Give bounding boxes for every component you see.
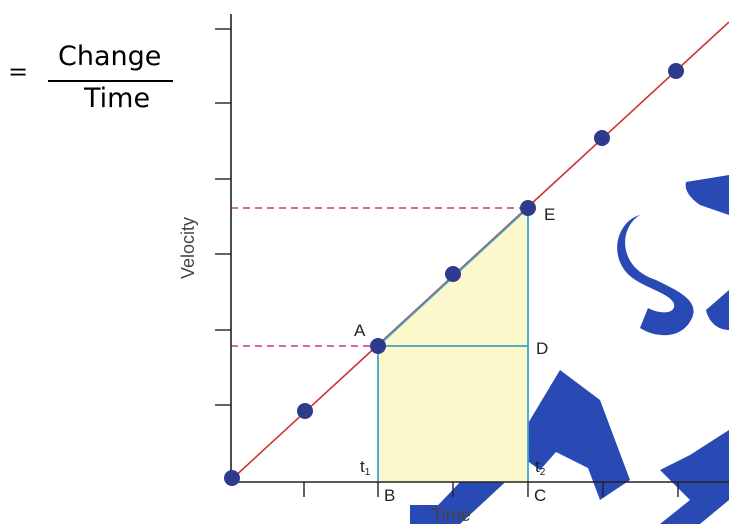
y-ticks: [215, 28, 231, 406]
label-C: C: [534, 486, 546, 505]
shaded-area: [378, 208, 528, 482]
y-axis-title: Velocity: [178, 217, 198, 279]
data-points: [224, 63, 684, 486]
label-B: B: [384, 486, 395, 505]
dashed-lines: [231, 207, 522, 347]
fraction-bar: [48, 80, 173, 82]
label-D: D: [536, 339, 548, 358]
velocity-formula: = Change Time: [8, 38, 178, 128]
x-axis-title: Time: [431, 505, 470, 524]
axes: [230, 14, 729, 483]
formula-numerator: Change: [58, 41, 162, 72]
data-point: [224, 470, 240, 486]
data-point: [594, 130, 610, 146]
x-ticks: [303, 482, 679, 497]
data-point: [445, 266, 461, 282]
data-point: [297, 403, 313, 419]
equals-sign: =: [8, 58, 29, 86]
point-A: [370, 338, 386, 354]
data-point: [668, 63, 684, 79]
label-t2: t2: [535, 457, 546, 478]
formula-denominator: Time: [84, 83, 151, 114]
label-t1: t1: [360, 457, 371, 478]
point-E: [520, 200, 536, 216]
label-A: A: [354, 321, 366, 340]
label-E: E: [544, 205, 555, 224]
